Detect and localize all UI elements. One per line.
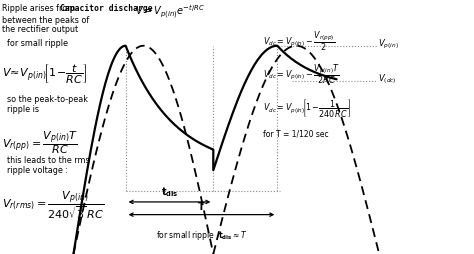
Text: $\mathbf{t_{dis}}$: $\mathbf{t_{dis}}$ (161, 185, 178, 199)
Text: for small ripple: for small ripple (7, 39, 68, 48)
Text: Ripple arises from: Ripple arises from (2, 4, 78, 13)
Text: $V_{r(rms)}=\dfrac{V_{p(in)}}{240\sqrt{3}\,RC}$: $V_{r(rms)}=\dfrac{V_{p(in)}}{240\sqrt{3… (2, 189, 105, 221)
Text: ripple is: ripple is (7, 105, 39, 114)
Text: $V\!\approx\!V_{p(in)}\!\left[1\!-\!\dfrac{t}{RC}\right]$: $V\!\approx\!V_{p(in)}\!\left[1\!-\!\dfr… (2, 62, 88, 86)
Text: for T = 1/120 sec: for T = 1/120 sec (263, 130, 328, 138)
Text: $V_{(dc)}$: $V_{(dc)}$ (378, 72, 397, 86)
Text: $V_{p(in)}$: $V_{p(in)}$ (378, 38, 399, 51)
Text: $\mathbf{T}$: $\mathbf{T}$ (197, 200, 206, 212)
Text: so the peak-to-peak: so the peak-to-peak (7, 95, 88, 104)
Text: Capacitor discharge: Capacitor discharge (60, 4, 153, 13)
Text: the rectifier output: the rectifier output (2, 25, 79, 34)
Text: ripple voltage :: ripple voltage : (7, 166, 68, 175)
Text: $V_{dc}=V_{p(in)}-\dfrac{V_{r(pp)}}{2}$: $V_{dc}=V_{p(in)}-\dfrac{V_{r(pp)}}{2}$ (263, 29, 335, 53)
Text: $V_{dc}=V_{p(in)}\!\left[1\!-\!\dfrac{1}{240\,RC}\right]$: $V_{dc}=V_{p(in)}\!\left[1\!-\!\dfrac{1}… (263, 97, 351, 119)
Text: $V_{dc}=V_{p(in)}-\dfrac{V_{p(in)}T}{2RC}$: $V_{dc}=V_{p(in)}-\dfrac{V_{p(in)}T}{2RC… (263, 62, 340, 86)
Text: this leads to the rms: this leads to the rms (7, 156, 90, 165)
Text: $V=V_{p(in)}e^{-t/RC}$: $V=V_{p(in)}e^{-t/RC}$ (135, 4, 205, 21)
Text: between the peaks of: between the peaks of (2, 16, 90, 25)
Text: $V_{r(pp)}=\dfrac{V_{p(in)}T}{RC}$: $V_{r(pp)}=\dfrac{V_{p(in)}T}{RC}$ (2, 130, 79, 156)
Text: for small ripple  $\mathbf{t_{dis}}\approx T$: for small ripple $\mathbf{t_{dis}}\appro… (155, 229, 247, 242)
